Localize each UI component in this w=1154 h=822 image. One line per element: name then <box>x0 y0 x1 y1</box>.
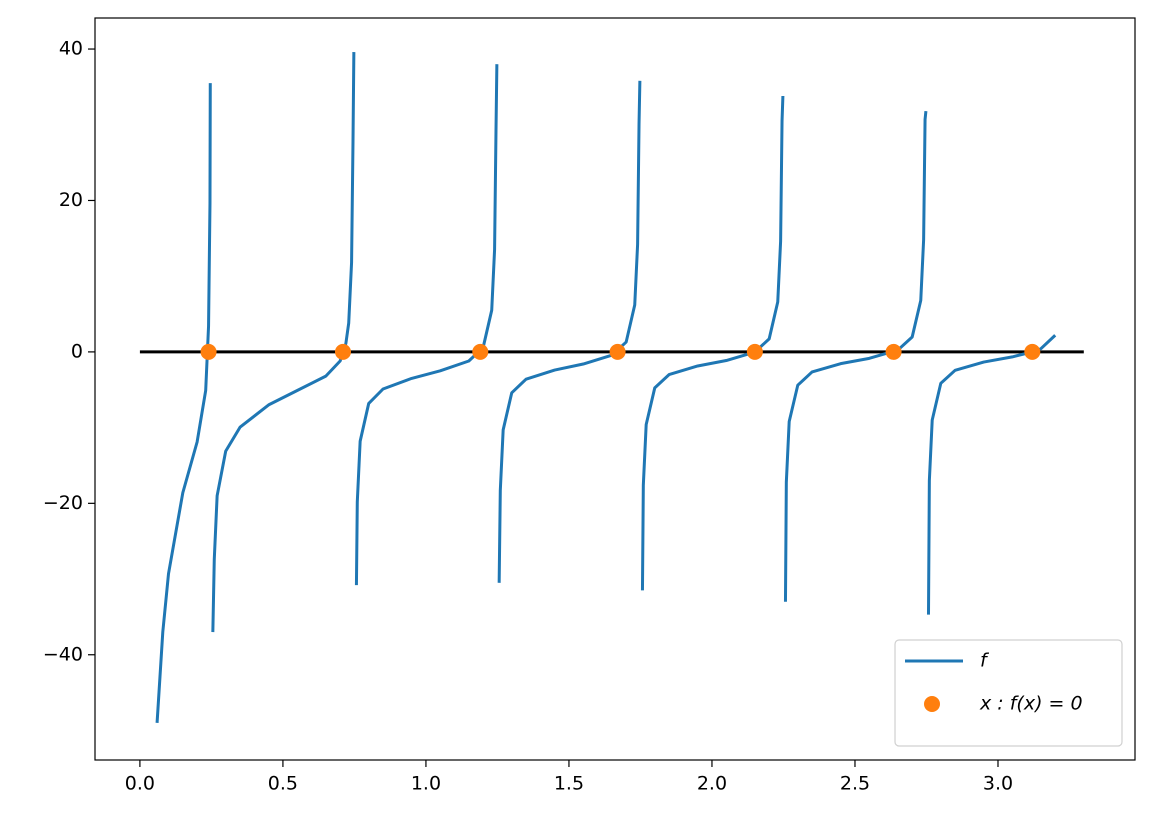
legend-box <box>894 639 1123 747</box>
x-tick-label: 0.5 <box>268 773 298 795</box>
legend-label: f <box>980 650 990 672</box>
series-line <box>155 52 1057 723</box>
x-tick-label: 2.5 <box>840 773 870 795</box>
x-tick-label: 0.0 <box>125 773 155 795</box>
plot-area <box>94 17 1136 761</box>
root-point <box>334 343 351 360</box>
root-point <box>200 343 217 360</box>
root-point <box>1024 343 1041 360</box>
legend-marker <box>924 696 940 712</box>
root-point <box>609 343 626 360</box>
root-point <box>746 343 763 360</box>
y-tick-label: 40 <box>59 38 83 60</box>
x-tick-label: 1.0 <box>411 773 441 795</box>
legend-label: x : f(x) = 0 <box>979 693 1083 715</box>
root-point <box>885 343 902 360</box>
x-tick-label: 1.5 <box>554 773 584 795</box>
root-point <box>472 343 489 360</box>
y-tick-label: −20 <box>43 492 83 514</box>
legend: f x : f(x) = 0 <box>894 639 1123 747</box>
y-tick-label: 20 <box>59 189 83 211</box>
y-tick-label: 0 <box>71 340 83 362</box>
y-tick-label: −40 <box>43 643 83 665</box>
x-tick-label: 3.0 <box>983 773 1013 795</box>
x-tick-label: 2.0 <box>697 773 727 795</box>
